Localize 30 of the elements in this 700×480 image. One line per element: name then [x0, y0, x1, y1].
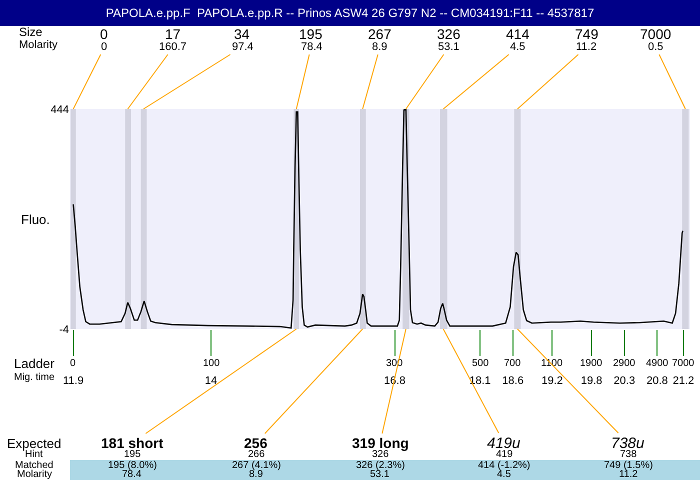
y-tick-label: 444	[50, 104, 69, 116]
annotation: 319 long 326 326 (2.3%) 53.1	[352, 435, 409, 480]
annotation: 267 8.9	[368, 26, 392, 53]
text: Size Molarity	[19, 25, 58, 51]
annotation: 326 53.1	[437, 26, 461, 53]
annotation: 0 0	[100, 26, 108, 53]
x-tick-label: 21.2	[672, 375, 694, 388]
chart-title: PAPOLA.e.pp.F PAPOLA.e.pp.R -- Prinos ASW4 26 G797 N2 -- CM034191:F11 -- 4537817	[106, 6, 594, 20]
annotation: 256 266 267 (4.1%) 8.9	[232, 435, 281, 480]
annotation: 34 97.4	[232, 26, 254, 53]
annotation: 17 160.7	[159, 26, 187, 53]
line-series	[72, 109, 684, 329]
x-axis-title: Ladder Mig. time	[14, 356, 56, 383]
x-tick-label: 20.8	[646, 375, 668, 388]
y-axis-title: Fluo.	[21, 212, 50, 227]
annotation: 181 short 195 195 (8.0%) 78.4	[101, 435, 164, 480]
text: Expected Hint Matched Molarity	[7, 436, 62, 480]
x-tick-label: 19.2	[542, 375, 563, 388]
y-tick-label: -4	[59, 324, 69, 336]
x-tick-label: 19.8	[580, 375, 602, 388]
annotation: 7000 0.5	[640, 26, 672, 53]
annotation: 749 11.2	[575, 26, 599, 53]
annotation: 738u 738 749 (1.5%) 11.2	[604, 435, 653, 480]
x-tick-label: 11.9	[62, 375, 84, 388]
x-tick-label: 20.3	[614, 375, 636, 388]
annotation: 195 78.4	[299, 26, 323, 53]
x-tick-label: 18.6	[502, 375, 524, 388]
x-tick-label: 14	[204, 375, 218, 388]
annotation: 419u 419 414 (-1.2%) 4.5	[478, 435, 530, 480]
annotation: 414 4.5	[506, 26, 530, 53]
